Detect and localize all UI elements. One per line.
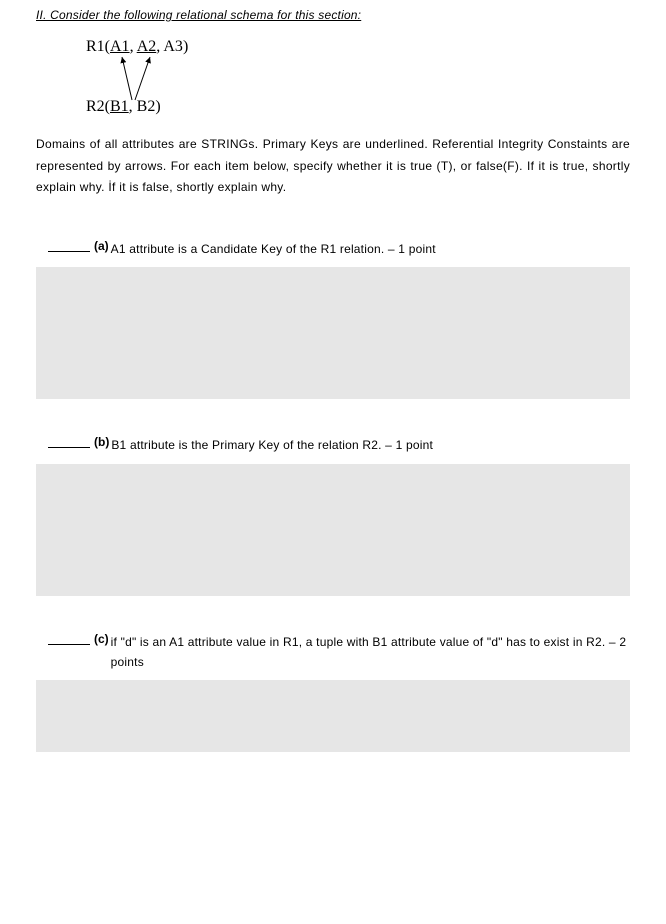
question-b-row: (b) B1 attribute is the Primary Key of t… — [36, 435, 630, 455]
answer-box-a[interactable] — [36, 267, 630, 399]
r1-attr-a2: A2 — [137, 38, 157, 55]
instructions-paragraph: Domains of all attributes are STRINGs. P… — [36, 134, 630, 199]
r1-attr-a1: A1 — [110, 38, 130, 55]
question-b-text: B1 attribute is the Primary Key of the r… — [111, 435, 433, 455]
answer-blank-a[interactable] — [48, 239, 90, 252]
section-title: II. Consider the following relational sc… — [36, 8, 630, 22]
r2-attr-b1: B1 — [110, 98, 129, 115]
question-c-text: if "d" is an A1 attribute value in R1, a… — [111, 632, 630, 673]
r2-attr-b2: B2 — [137, 98, 156, 115]
document-page: II. Consider the following relational sc… — [0, 0, 666, 752]
relation-r1: R1(A1, A2, A3) — [86, 38, 630, 56]
question-c-row: (c) if "d" is an A1 attribute value in R… — [36, 632, 630, 673]
question-b-label: (b) — [94, 435, 109, 449]
relation-r2: R2(B1, B2) — [86, 98, 630, 116]
question-c-label: (c) — [94, 632, 109, 646]
r1-attr-a3: A3 — [163, 38, 183, 55]
r2-name: R2 — [86, 98, 105, 115]
r1-name: R1 — [86, 38, 105, 55]
question-a-text: A1 attribute is a Candidate Key of the R… — [111, 239, 436, 259]
answer-box-c[interactable] — [36, 680, 630, 752]
relational-schema-diagram: R1(A1, A2, A3) R2(B1, B2) — [86, 38, 630, 116]
question-a-row: (a) A1 attribute is a Candidate Key of t… — [36, 239, 630, 259]
answer-blank-b[interactable] — [48, 435, 90, 448]
question-a-label: (a) — [94, 239, 109, 253]
answer-blank-c[interactable] — [48, 632, 90, 645]
answer-box-b[interactable] — [36, 464, 630, 596]
